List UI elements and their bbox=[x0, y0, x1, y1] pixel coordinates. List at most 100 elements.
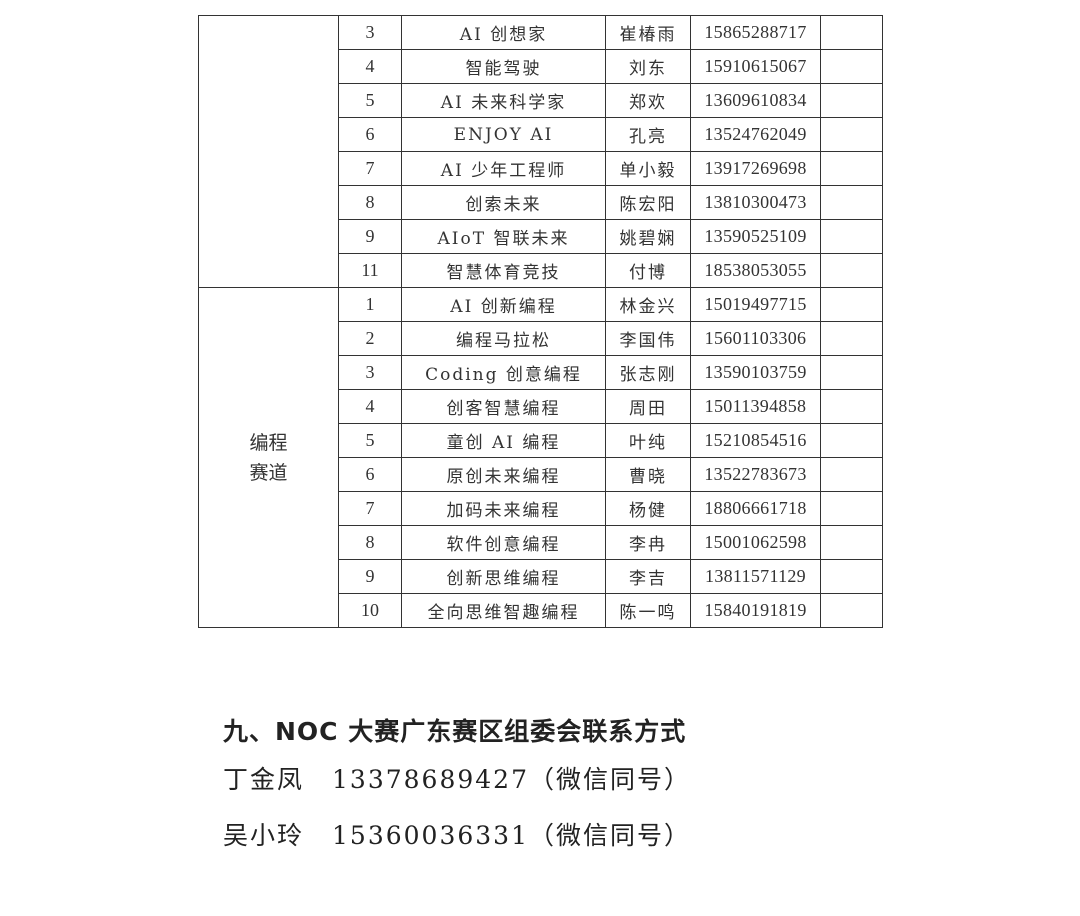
person-cell: 崔椿雨 bbox=[605, 15, 691, 50]
phone-cell: 13590525109 bbox=[690, 219, 821, 254]
team-cell: 创新思维编程 bbox=[401, 559, 606, 594]
extra-cell bbox=[820, 321, 883, 356]
number-cell: 7 bbox=[338, 491, 402, 526]
extra-cell bbox=[820, 559, 883, 594]
category-cell bbox=[198, 15, 339, 288]
phone-cell: 15001062598 bbox=[690, 525, 821, 560]
phone-cell: 13522783673 bbox=[690, 457, 821, 492]
table-row: 7 加码未来编程 杨健 18806661718 bbox=[199, 491, 883, 526]
number-cell: 1 bbox=[338, 287, 402, 322]
person-cell: 刘东 bbox=[605, 49, 691, 84]
table-row: 6 ENJOY AI 孔亮 13524762049 bbox=[199, 117, 883, 152]
number-cell: 8 bbox=[338, 185, 402, 220]
person-cell: 单小毅 bbox=[605, 151, 691, 186]
number-cell: 10 bbox=[338, 593, 402, 628]
person-cell: 曹晓 bbox=[605, 457, 691, 492]
person-cell: 孔亮 bbox=[605, 117, 691, 152]
phone-cell: 13811571129 bbox=[690, 559, 821, 594]
extra-cell bbox=[820, 355, 883, 390]
team-cell: 童创 AI 编程 bbox=[401, 423, 606, 458]
contact-phone: 13378689427 bbox=[332, 765, 529, 794]
table-row: 4 创客智慧编程 周田 15011394858 bbox=[199, 389, 883, 424]
section-heading: 九、NOC 大赛广东赛区组委会联系方式 bbox=[223, 717, 687, 746]
phone-cell: 15019497715 bbox=[690, 287, 821, 322]
number-cell: 3 bbox=[338, 15, 402, 50]
team-cell: 智慧体育竞技 bbox=[401, 253, 606, 288]
team-cell: 创索未来 bbox=[401, 185, 606, 220]
extra-cell bbox=[820, 151, 883, 186]
contact-phone: 15360036331 bbox=[332, 821, 529, 850]
table-row: 编程 赛道 1 AI 创新编程 林金兴 15019497715 bbox=[198, 287, 883, 628]
team-cell: AI 少年工程师 bbox=[401, 151, 606, 186]
contact-name: 丁金凤 bbox=[223, 765, 305, 794]
table-row: 7 AI 少年工程师 单小毅 13917269698 bbox=[199, 151, 883, 186]
table-row: 9 AIoT 智联未来 姚碧娴 13590525109 bbox=[199, 219, 883, 254]
category-cell: 编程 赛道 bbox=[198, 287, 339, 628]
extra-cell bbox=[820, 525, 883, 560]
person-cell: 李国伟 bbox=[605, 321, 691, 356]
phone-cell: 13524762049 bbox=[690, 117, 821, 152]
extra-cell bbox=[820, 253, 883, 288]
person-cell: 林金兴 bbox=[605, 287, 691, 322]
contact-table: 3 AI 创想家 崔椿雨 15865288717 4 智能驾驶 刘东 15910615067 5… bbox=[198, 15, 883, 628]
table-row: 5 AI 未来科学家 郑欢 13609610834 bbox=[199, 83, 883, 118]
extra-cell bbox=[820, 287, 883, 322]
team-cell: 创客智慧编程 bbox=[401, 389, 606, 424]
person-cell: 姚碧娴 bbox=[605, 219, 691, 254]
phone-cell: 15840191819 bbox=[690, 593, 821, 628]
phone-cell: 15210854516 bbox=[690, 423, 821, 458]
number-cell: 9 bbox=[338, 219, 402, 254]
contact-line: 丁金凤 13378689427（微信同号） bbox=[223, 760, 691, 796]
person-cell: 陈一鸣 bbox=[605, 593, 691, 628]
team-cell: AIoT 智联未来 bbox=[401, 219, 606, 254]
extra-cell bbox=[820, 491, 883, 526]
team-cell: AI 创想家 bbox=[401, 15, 606, 50]
table-row: 11 智慧体育竞技 付博 18538053055 bbox=[199, 253, 883, 288]
phone-cell: 13810300473 bbox=[690, 185, 821, 220]
contact-name: 吴小玲 bbox=[223, 821, 305, 850]
number-cell: 3 bbox=[338, 355, 402, 390]
table-row: 8 软件创意编程 李冉 15001062598 bbox=[199, 525, 883, 560]
table-row: 3 Coding 创意编程 张志刚 13590103759 bbox=[199, 355, 883, 390]
team-cell: ENJOY AI bbox=[401, 117, 606, 152]
table-row: 5 童创 AI 编程 叶纯 15210854516 bbox=[199, 423, 883, 458]
number-cell: 2 bbox=[338, 321, 402, 356]
person-cell: 陈宏阳 bbox=[605, 185, 691, 220]
person-cell: 李冉 bbox=[605, 525, 691, 560]
number-cell: 4 bbox=[338, 389, 402, 424]
team-cell: 软件创意编程 bbox=[401, 525, 606, 560]
table-row: 10 全向思维智趣编程 陈一鸣 15840191819 bbox=[199, 593, 883, 628]
extra-cell bbox=[820, 389, 883, 424]
number-cell: 5 bbox=[338, 83, 402, 118]
number-cell: 5 bbox=[338, 423, 402, 458]
table-row: 6 原创未来编程 曹晓 13522783673 bbox=[199, 457, 883, 492]
person-cell: 张志刚 bbox=[605, 355, 691, 390]
phone-cell: 15011394858 bbox=[690, 389, 821, 424]
extra-cell bbox=[820, 185, 883, 220]
phone-cell: 15910615067 bbox=[690, 49, 821, 84]
extra-cell bbox=[820, 457, 883, 492]
number-cell: 6 bbox=[338, 117, 402, 152]
extra-cell bbox=[820, 117, 883, 152]
contact-note: （微信同号） bbox=[528, 821, 691, 850]
extra-cell bbox=[820, 15, 883, 50]
team-cell: 加码未来编程 bbox=[401, 491, 606, 526]
person-cell: 叶纯 bbox=[605, 423, 691, 458]
team-cell: Coding 创意编程 bbox=[401, 355, 606, 390]
team-cell: 原创未来编程 bbox=[401, 457, 606, 492]
table-row: 3 AI 创想家 崔椿雨 15865288717 bbox=[198, 15, 883, 288]
person-cell: 杨健 bbox=[605, 491, 691, 526]
contact-line: 吴小玲 15360036331（微信同号） bbox=[223, 816, 691, 852]
phone-cell: 18806661718 bbox=[690, 491, 821, 526]
person-cell: 李吉 bbox=[605, 559, 691, 594]
contact-note: （微信同号） bbox=[528, 765, 691, 794]
phone-cell: 13609610834 bbox=[690, 83, 821, 118]
team-cell: 智能驾驶 bbox=[401, 49, 606, 84]
team-cell: 全向思维智趣编程 bbox=[401, 593, 606, 628]
number-cell: 7 bbox=[338, 151, 402, 186]
team-cell: AI 未来科学家 bbox=[401, 83, 606, 118]
extra-cell bbox=[820, 593, 883, 628]
phone-cell: 18538053055 bbox=[690, 253, 821, 288]
phone-cell: 13590103759 bbox=[690, 355, 821, 390]
team-cell: 编程马拉松 bbox=[401, 321, 606, 356]
